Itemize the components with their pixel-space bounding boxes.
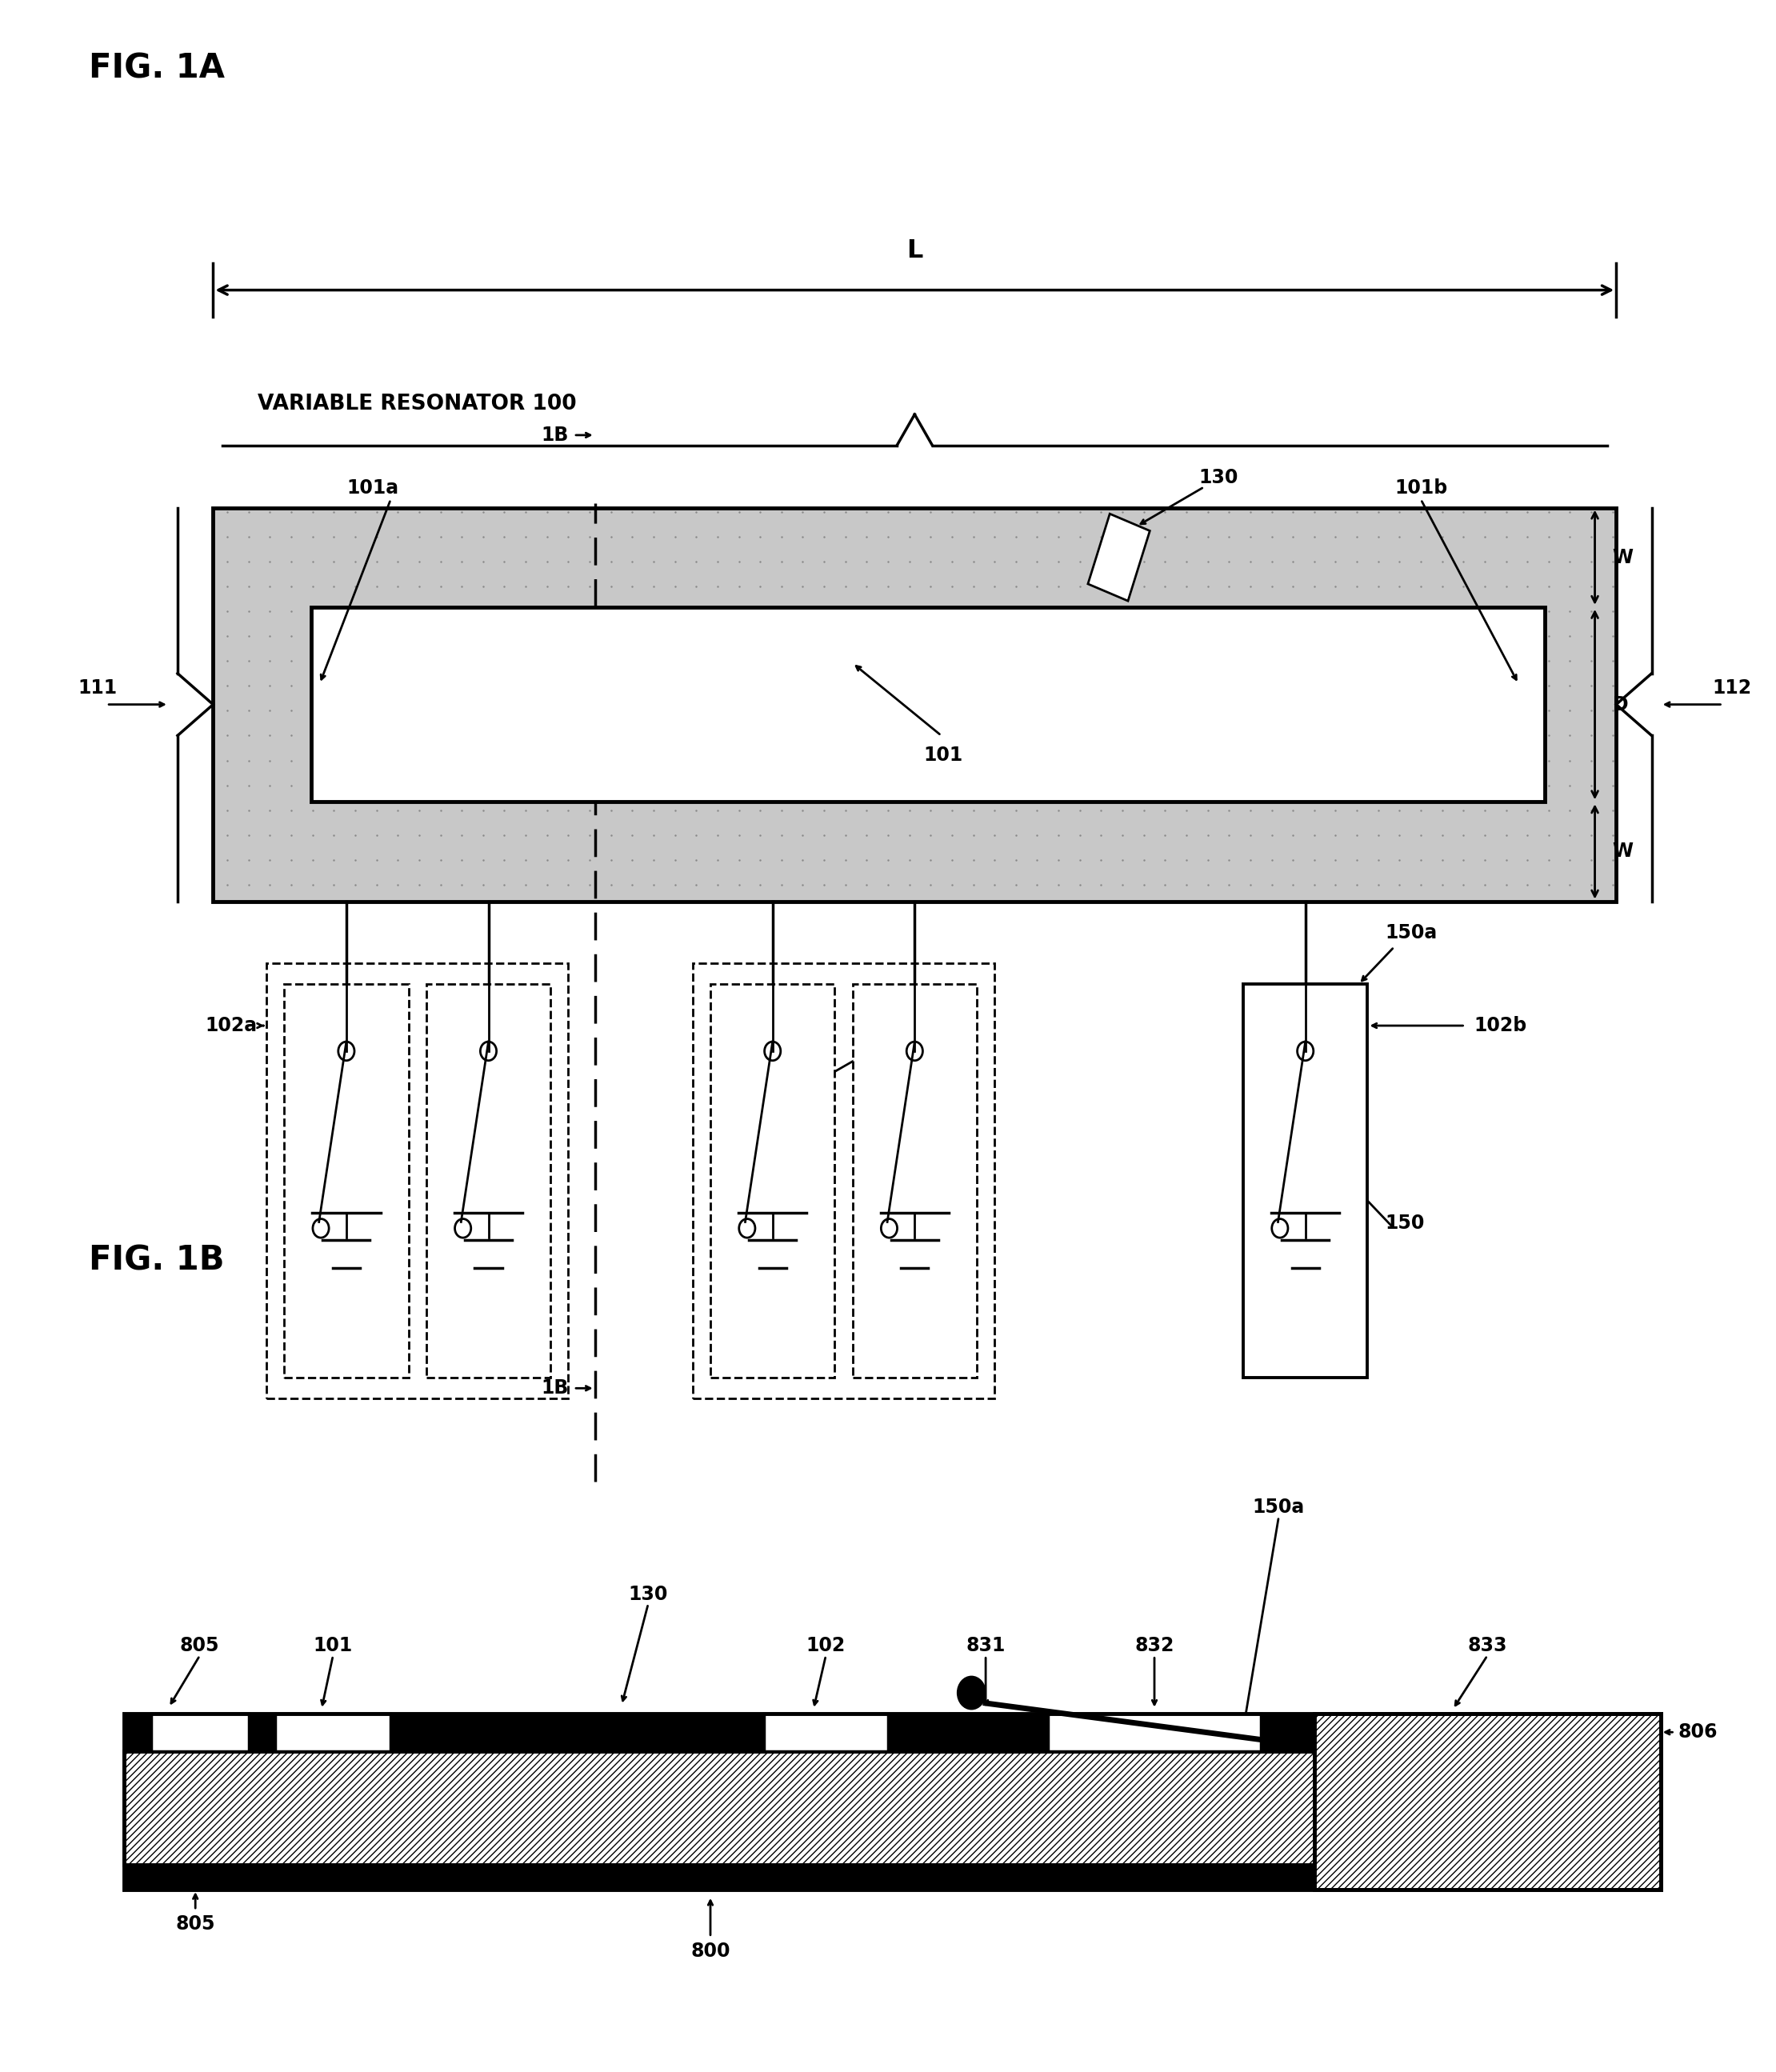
FancyBboxPatch shape [1089, 514, 1149, 601]
Text: 832: 832 [1135, 1637, 1174, 1656]
Bar [124, 1865, 1661, 1890]
Bar [124, 1751, 1661, 1865]
Text: 805: 805 [179, 1637, 220, 1656]
Text: 101: 101 [313, 1637, 353, 1656]
Text: 101: 101 [924, 746, 963, 765]
Circle shape [957, 1676, 986, 1709]
Text: 800: 800 [691, 1941, 730, 1960]
Text: 101b: 101b [1394, 479, 1447, 497]
Text: 101a: 101a [346, 479, 400, 497]
Text: 112: 112 [1712, 678, 1751, 698]
Text: 111: 111 [78, 678, 117, 698]
Text: 150a: 150a [1252, 1498, 1305, 1517]
Text: 150a: 150a [1385, 924, 1437, 943]
Bar [1048, 1714, 1261, 1751]
Text: 130: 130 [1199, 468, 1238, 487]
Bar [1314, 1714, 1661, 1890]
Text: 833: 833 [1467, 1637, 1508, 1656]
Text: L: L [906, 238, 924, 263]
Text: 102b: 102b [1474, 1015, 1527, 1036]
Text: 102: 102 [806, 1637, 845, 1656]
Bar [426, 984, 551, 1378]
Text: W: W [1613, 547, 1634, 568]
Bar [124, 1714, 1661, 1751]
Bar [1243, 984, 1368, 1378]
Text: 102a: 102a [206, 1015, 258, 1036]
Bar [950, 1714, 1021, 1751]
Bar [284, 984, 408, 1378]
Text: FIG. 1B: FIG. 1B [89, 1243, 224, 1276]
Bar [710, 984, 835, 1378]
Text: 150: 150 [1385, 1214, 1424, 1233]
Text: VARIABLE RESONATOR 100: VARIABLE RESONATOR 100 [258, 394, 577, 414]
Text: 102: 102 [781, 1098, 821, 1117]
Bar [266, 963, 568, 1399]
Bar [151, 1714, 249, 1751]
Bar [764, 1714, 888, 1751]
Bar [693, 963, 995, 1399]
Bar [213, 508, 1616, 901]
Text: D: D [1613, 694, 1629, 715]
Text: 806: 806 [1678, 1722, 1717, 1743]
Bar [311, 607, 1545, 802]
Bar [852, 984, 977, 1378]
Bar [275, 1714, 391, 1751]
Text: 1B: 1B [542, 1378, 568, 1399]
Text: 130: 130 [629, 1585, 668, 1604]
Text: 805: 805 [176, 1915, 215, 1933]
Text: 1B: 1B [542, 425, 568, 445]
Text: FIG. 1A: FIG. 1A [89, 52, 226, 85]
Text: 831: 831 [966, 1637, 1005, 1656]
Bar [124, 1714, 1661, 1890]
Text: W: W [1613, 841, 1634, 862]
